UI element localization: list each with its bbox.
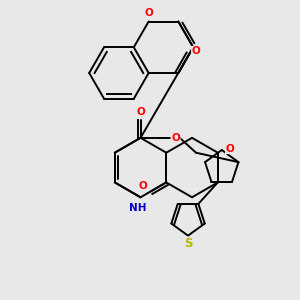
Text: O: O [192, 46, 200, 56]
Text: S: S [184, 237, 192, 250]
Text: O: O [226, 144, 234, 154]
Text: O: O [138, 181, 147, 191]
Text: O: O [171, 133, 180, 143]
Text: NH: NH [129, 203, 147, 213]
Text: O: O [144, 8, 153, 18]
Text: O: O [136, 107, 145, 117]
